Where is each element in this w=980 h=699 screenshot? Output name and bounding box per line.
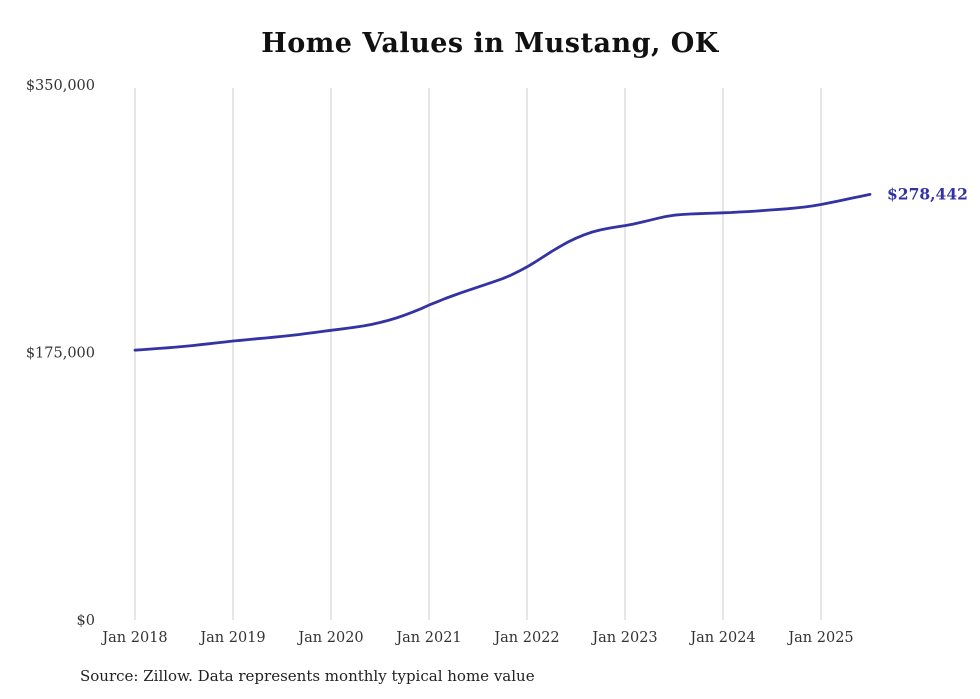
source-note: Source: Zillow. Data represents monthly … — [80, 667, 535, 685]
y-axis-tick-label: $0 — [77, 613, 95, 629]
x-axis-tick-label: Jan 2018 — [100, 630, 167, 646]
end-value-label: $278,442 — [887, 184, 968, 203]
x-axis-tick-label: Jan 2023 — [590, 630, 657, 646]
x-axis-tick-label: Jan 2022 — [492, 630, 559, 646]
x-axis-tick-label: Jan 2025 — [786, 630, 853, 646]
y-axis-tick-label: $175,000 — [26, 346, 95, 362]
x-axis-tick-label: Jan 2020 — [296, 630, 363, 646]
x-axis-tick-label: Jan 2021 — [394, 630, 461, 646]
chart-title: Home Values in Mustang, OK — [261, 28, 719, 59]
x-axis-tick-label: Jan 2024 — [688, 630, 755, 646]
value-line — [133, 193, 872, 352]
x-axis-tick-label: Jan 2019 — [198, 630, 265, 646]
y-axis-tick-label: $350,000 — [26, 78, 95, 94]
